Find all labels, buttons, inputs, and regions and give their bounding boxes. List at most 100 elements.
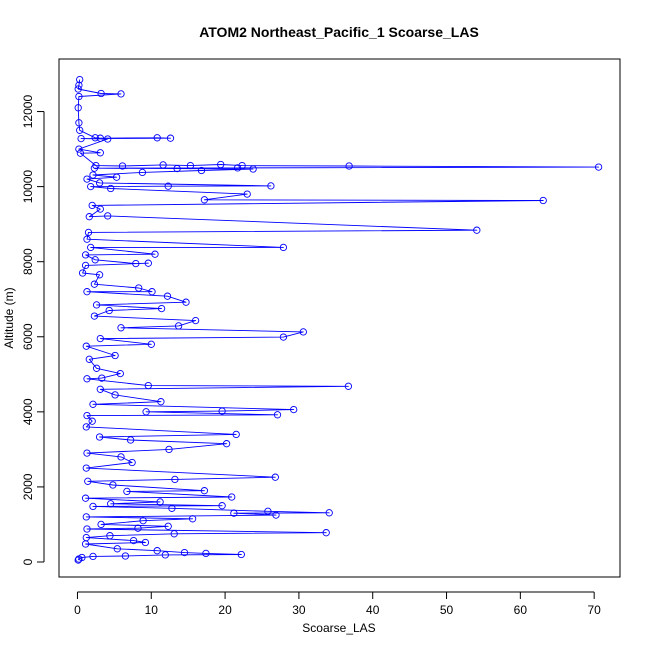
data-point [83, 375, 91, 383]
x-tick-label: 0 [74, 603, 81, 617]
data-point [123, 487, 131, 496]
data-point [243, 190, 251, 198]
y-axis: 0 2000 4000 6000 8000 10000 12000 [21, 95, 45, 565]
data-point [200, 196, 209, 204]
data-point [82, 423, 90, 431]
data-point [325, 509, 333, 517]
x-tick-label: 10 [145, 603, 159, 617]
data-point [75, 119, 83, 127]
data-point [96, 334, 104, 343]
data-point [142, 408, 150, 416]
data-point [237, 550, 245, 559]
data-point [88, 201, 96, 210]
x-tick-label: 20 [218, 603, 232, 617]
data-point [75, 81, 83, 89]
data-point [222, 440, 231, 448]
y-axis-label: Altitude (m) [2, 287, 16, 348]
data-point [144, 259, 152, 267]
data-point [138, 168, 147, 177]
data-point [112, 173, 121, 181]
data-point [95, 433, 104, 441]
x-tick-label: 40 [366, 603, 380, 617]
data-point [117, 324, 125, 332]
data-point [118, 162, 127, 170]
x-tick-label: 30 [292, 603, 306, 617]
data-point [88, 417, 96, 425]
data-point [83, 525, 91, 533]
data-point [81, 494, 90, 502]
data-point [121, 552, 130, 560]
data-point [249, 165, 257, 173]
x-tick-label: 70 [587, 603, 601, 617]
data-point [85, 213, 93, 221]
data-point [111, 351, 119, 360]
data-point [218, 502, 226, 510]
data-point [90, 312, 99, 320]
data-point [83, 235, 91, 243]
data-point [83, 449, 91, 457]
data-point [82, 513, 90, 521]
data-point [107, 184, 115, 193]
y-tick-label: 6000 [21, 323, 35, 350]
data-point [74, 556, 82, 564]
data-point [135, 284, 143, 292]
data-point [279, 333, 288, 341]
data-point [264, 507, 272, 515]
data-point [96, 385, 104, 393]
data-point [217, 160, 225, 169]
data-point [87, 182, 95, 191]
data-point [129, 536, 138, 545]
data-point [151, 250, 159, 258]
data-point [117, 90, 125, 98]
data-point [173, 164, 181, 173]
data-point [106, 532, 114, 540]
data-point [163, 292, 172, 300]
data-point [116, 369, 124, 378]
data-point [202, 549, 210, 558]
data-point [134, 524, 142, 532]
data-point [271, 473, 279, 481]
data-point [200, 487, 209, 495]
data-point [89, 502, 97, 511]
data-point [85, 355, 93, 363]
data-point [174, 322, 183, 330]
data-point [84, 477, 92, 485]
data-point [126, 436, 135, 444]
y-tick-label: 12000 [21, 95, 35, 129]
data-point [105, 306, 113, 315]
series-line [77, 79, 600, 561]
data-point [90, 164, 99, 172]
data-point [153, 547, 161, 555]
data-point [96, 205, 104, 213]
y-tick-label: 0 [21, 558, 35, 565]
data-point [299, 328, 307, 336]
y-tick-label: 2000 [21, 473, 35, 500]
data-point [594, 163, 603, 171]
data-point [76, 126, 84, 134]
data-point [81, 261, 90, 270]
data-point [83, 175, 91, 183]
data-point [97, 89, 105, 98]
data-point [238, 161, 246, 170]
data-point [322, 529, 330, 537]
data-point [78, 269, 87, 277]
data-point [82, 342, 90, 350]
data-point [218, 407, 226, 415]
data-point [279, 243, 288, 252]
data-point [144, 381, 152, 390]
data-point [473, 226, 481, 234]
data-point [168, 504, 176, 512]
data-point [77, 134, 85, 143]
data-point [89, 171, 97, 179]
data-point [166, 134, 175, 142]
chart-title: ATOM2 Northeast_Pacific_1 Scoarse_LAS [199, 24, 479, 40]
data-point [171, 475, 179, 484]
data-point [344, 382, 353, 390]
data-point [170, 530, 178, 538]
data-point [76, 75, 84, 84]
data-point [230, 509, 238, 517]
data-point [83, 288, 91, 296]
data-point [81, 540, 90, 548]
x-axis: 0 10 20 30 40 50 60 70 [74, 591, 601, 617]
